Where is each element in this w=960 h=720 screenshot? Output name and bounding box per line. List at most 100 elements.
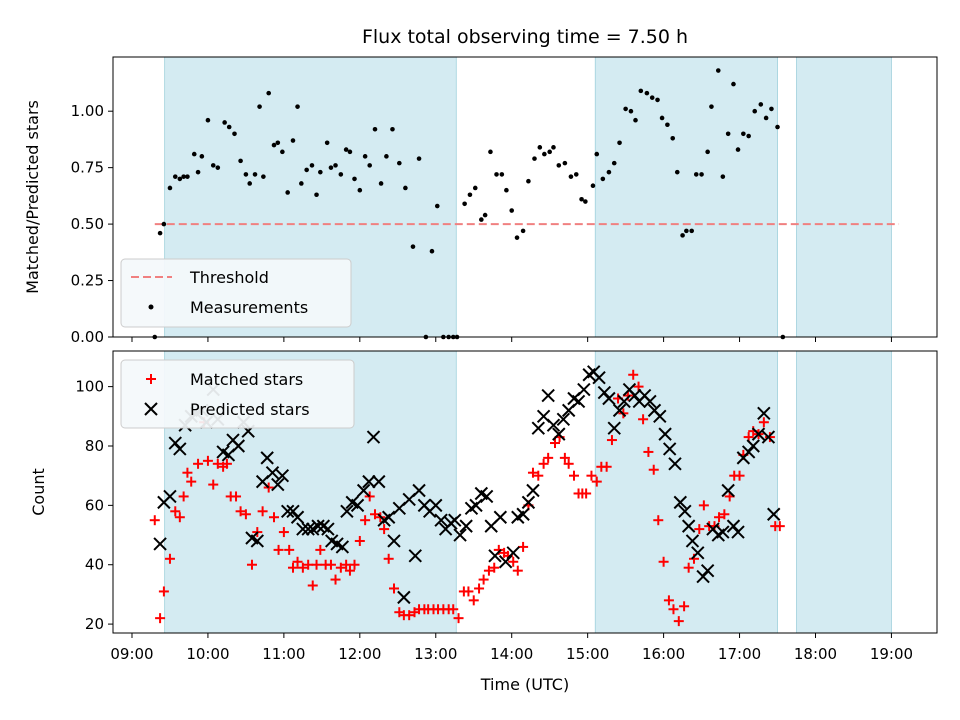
bottom-x-tick-label: 17:00 [718,645,761,663]
predicted-star-point [381,510,396,524]
measurement-point [416,156,422,161]
predicted-star-point [617,394,631,409]
bottom-x-tick-label: 18:00 [794,645,837,663]
predicted-star-point [453,528,467,542]
predicted-star-point [448,513,462,527]
predicted-star-mark [488,549,502,563]
bottom-x-tick-label: 13:00 [414,645,457,663]
predicted-star-mark [678,504,692,519]
predicted-star-mark [607,421,621,435]
predicted-star-mark [577,382,591,397]
matched-star-point [489,562,500,573]
matched-star-point [349,559,360,570]
measurement-point [285,190,290,195]
predicted-star-mark [662,442,677,456]
measurement-point [309,163,315,168]
matched-star-point [527,467,538,478]
measurement-point [520,228,526,234]
matched-star-point [246,559,257,570]
predicted-star-mark [479,489,494,504]
measurement-point [226,124,232,130]
matched-star-point [714,512,725,523]
matched-star-point [538,458,549,469]
measurement-point [611,160,617,166]
predicted-star-point [526,483,540,498]
measurement-point [752,108,758,114]
predicted-star-mark [546,418,561,432]
predicted-star-mark [506,546,520,560]
measurement-point [295,104,300,109]
predicted-star-point [340,504,354,519]
predicted-star-mark [362,474,376,489]
predicted-star-point [658,427,672,441]
predicted-star-point [556,412,571,426]
predicted-stars-legend-swatch [144,402,158,416]
measurement-point [177,176,183,182]
matched-star-point [231,491,242,502]
predicted-star-point [678,504,692,519]
predicted-star-point [716,525,730,539]
bottom-shaded-window-2 [796,350,892,634]
predicted-star-mark [397,590,411,605]
matched-star-point [186,476,197,487]
predicted-star-point [488,549,502,563]
measurement-point [655,97,660,103]
measurement-point [429,248,435,254]
measurement-point [195,169,201,175]
measurement-point [403,185,408,191]
predicted-star-mark [474,486,489,501]
predicted-star-mark [366,430,381,444]
measurement-point [185,174,190,179]
matched-star-point [235,506,246,517]
measurement-point [252,172,258,177]
matched-star-point [758,417,769,428]
predicted-star-point [643,394,657,409]
matched-star-point [364,491,375,502]
measurement-point [494,172,499,177]
predicted-star-point [335,540,350,554]
bottom-y-axis: 20 40 60 80 100 [75,378,113,633]
predicted-star-point [761,430,776,444]
matched-star-point [178,491,189,502]
measurement-point [304,167,309,173]
matched-star-point [648,464,659,475]
measurement-point [210,163,216,168]
predicted-star-mark [280,504,295,519]
predicted-star-point [662,442,677,456]
matched-star-point [263,482,274,493]
matched-star-point [478,574,489,585]
predicted-star-mark [372,474,386,489]
predicted-star-mark [746,439,760,453]
measurement-point [600,176,606,182]
predicted-star-mark [412,483,426,498]
predicted-stars-points [153,365,781,605]
bottom-legend: Matched stars Predicted stars [120,359,355,429]
predicted-star-point [751,427,766,441]
predicted-star-point [372,474,386,489]
predicted-star-mark [556,412,571,426]
predicted-star-mark [231,439,246,453]
measurement-point [725,131,731,137]
predicted-star-mark [469,498,483,513]
matched-star-point [221,458,232,469]
predicted-star-point [366,430,381,444]
matched-stars-legend-label: Matched stars [190,370,303,389]
measurement-point [709,104,714,109]
predicted-star-point [173,442,187,456]
measurement-point [537,145,543,150]
measurement-point [628,108,634,114]
predicted-star-mark [296,522,310,536]
measurement-point [482,212,488,218]
measurement-point [659,115,665,121]
measurement-point [378,181,384,186]
predicted-star-mark [453,528,467,542]
predicted-star-point [746,439,760,453]
predicted-star-point [612,403,627,418]
predicted-star-point [691,546,705,560]
measurement-point [633,117,638,123]
bottom-x-tick-label: 12:00 [338,645,381,663]
bottom-panel: 20 40 60 80 100 09:00 10:00 11:00 12:00 13:00 14:… [29,350,938,694]
predicted-star-point [231,439,246,453]
measurement-point [352,176,357,182]
